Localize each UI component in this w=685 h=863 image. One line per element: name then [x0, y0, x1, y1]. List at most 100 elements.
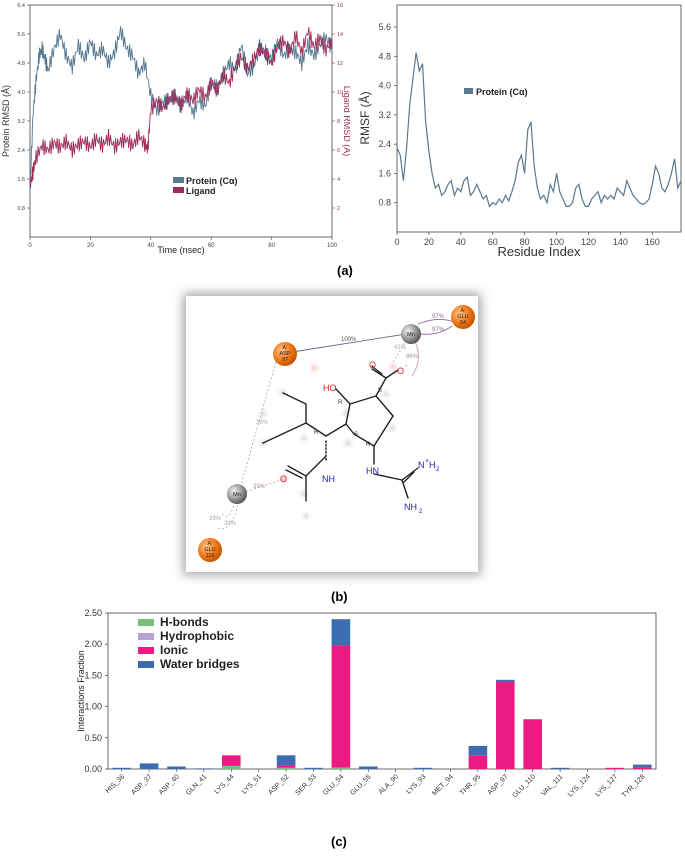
atom-h2: H — [429, 460, 436, 470]
bar-segment — [167, 766, 186, 769]
rmsd-chart: 0.8 1.6 2.4 3.2 4.0 4.8 5.6 6.4 2 4 6 8 10 12 14 16 0 2… — [1, 3, 350, 255]
bar-x-tick-label: GLU_110 — [511, 773, 537, 799]
rmsd-legend-swatch-ligand — [173, 187, 184, 193]
bar-segment — [633, 764, 652, 768]
rmsd-right-axis: 2 4 6 8 10 12 14 16 — [332, 3, 343, 212]
bar-segment — [304, 767, 323, 769]
atom-nh: NH — [322, 474, 335, 484]
metal-label: Mn — [407, 332, 415, 338]
residue-label: 110 — [206, 553, 215, 559]
bar-segment — [276, 767, 296, 769]
bar-x-tick-label: ASP_37 — [130, 773, 153, 796]
bar-segment — [605, 767, 625, 769]
rmsd-left-axis: 0.8 1.6 2.4 3.2 4.0 4.8 5.6 6.4 — [17, 3, 30, 212]
bar-legend: H-bonds Hydrophobic Ionic Water bridges — [138, 615, 240, 671]
bar-segment — [413, 767, 433, 769]
rmsd-legend: Protein (Cα) Ligand — [173, 176, 238, 196]
rmsf-x-tick-label: 140 — [613, 237, 628, 247]
rmsf-x-tick-label: 120 — [581, 237, 596, 247]
residue-glu54: A: GLU 54 — [451, 305, 475, 329]
legend-swatch-ionic — [138, 647, 154, 654]
panel-label-c: (c) — [331, 834, 347, 849]
rmsf-y-tick-label: 2.4 — [378, 139, 391, 149]
rmsf-chart: 0.8 1.6 2.4 3.2 4.0 4.8 5.6 0 20 40 60 80 100 120 140… — [357, 4, 682, 259]
panel-label-b: (b) — [331, 589, 348, 604]
rmsd-series — [29, 26, 333, 194]
bar-y-tick-label: 2.50 — [84, 608, 102, 618]
legend-water-bridges: Water bridges — [160, 657, 240, 671]
rmsd-y-tick-label: 0.8 — [17, 206, 25, 212]
bar-segment — [468, 755, 488, 769]
rmsf-legend: Protein (Cα) — [464, 87, 528, 97]
bar-segment — [331, 619, 351, 646]
bar-segment — [496, 681, 515, 769]
bar-segment — [222, 765, 241, 769]
solvent-exposure-halos — [255, 359, 401, 523]
bar-y-tick-label: 1.50 — [84, 670, 102, 680]
percent-label: 39% — [256, 420, 269, 426]
rmsd-x-tick-label: 100 — [327, 243, 338, 249]
residue-glu110: A: GLU 110 — [198, 538, 222, 562]
percent-label: 86% — [406, 354, 419, 360]
rmsf-x-tick-label: 40 — [456, 237, 466, 247]
rmsf-x-tick-label: 160 — [645, 237, 660, 247]
rmsd-y-tick-label: 5.6 — [17, 32, 25, 38]
rmsf-x-axis: 0 20 40 60 80 100 120 140 160 — [394, 232, 660, 247]
rmsd-y-tick-label: 1.6 — [17, 177, 25, 183]
rmsf-y-tick-label: 3.2 — [378, 110, 391, 120]
bar-x-tick-label: HIS_36 — [105, 773, 127, 795]
rmsd-y2-tick-label: 16 — [337, 3, 343, 9]
rmsf-x-tick-label: 60 — [488, 237, 498, 247]
interaction-percentages: 100% 97% 97% 41% 86% 39% 39% 39% 39% — [209, 314, 445, 527]
bar-x-tick-label: ASP_52 — [267, 773, 290, 796]
rmsf-x-tick-label: 80 — [520, 237, 530, 247]
ligand-interaction-diagram: R R S R S HO O O - NH HN O N + H 2 NH 2 … — [186, 296, 478, 572]
rmsd-x-axis: 0 20 40 60 80 100 — [28, 237, 338, 249]
rmsf-series — [396, 52, 682, 208]
rmsf-x-axis-label: Residue Index — [497, 244, 581, 259]
rmsd-y2-tick-label: 2 — [337, 206, 340, 212]
atom-h2-subscript: 2 — [436, 467, 440, 473]
rmsd-y-tick-label: 2.4 — [17, 148, 25, 154]
metal-ion-lower: Mn — [227, 484, 247, 504]
rmsd-y-tick-label: 4.8 — [17, 61, 25, 67]
rmsd-y2-tick-label: 8 — [337, 119, 340, 125]
residue-label: GLU — [457, 314, 468, 320]
rmsd-y2-tick-label: 6 — [337, 148, 340, 154]
bar-x-tick-label: GLU_54 — [322, 773, 345, 796]
residue-label: 97 — [282, 357, 288, 363]
rmsf-y-tick-label: 5.6 — [378, 22, 391, 32]
bar-y-tick-label: 0.50 — [84, 733, 102, 743]
bar-segment — [331, 645, 351, 768]
stereo-label: S — [354, 432, 358, 438]
diagram-canvas: R R S R S HO O O - NH HN O N + H 2 NH 2 … — [198, 305, 475, 562]
bar-x-tick-label: LYS_93 — [405, 773, 427, 795]
bar-segment — [112, 767, 131, 769]
bar-x-tick-label: LYS_124 — [567, 773, 592, 798]
bar-x-tick-label: LYS_44 — [214, 773, 236, 795]
bar-plot-area — [107, 612, 657, 770]
rmsf-y-tick-label: 0.8 — [378, 198, 391, 208]
bar-y-tick-label: 1.00 — [84, 702, 102, 712]
percent-label: 97% — [432, 314, 445, 320]
rmsd-x-tick-label: 80 — [268, 243, 275, 249]
bar-x-tick-label: LYS_51 — [241, 773, 263, 795]
bar-x-tick-label: MET_94 — [431, 773, 455, 797]
ligand-skeleton — [262, 365, 419, 502]
bar-segment — [359, 766, 378, 769]
rmsf-legend-protein: Protein (Cα) — [476, 87, 528, 97]
atom-labels: HO O O - NH HN O N + H 2 NH 2 — [280, 360, 440, 515]
rmsf-line-protein — [396, 52, 682, 208]
percent-label: 39% — [224, 521, 237, 527]
rmsf-plot-area — [396, 4, 682, 233]
rmsd-legend-ligand: Ligand — [186, 186, 216, 196]
legend-hbonds: H-bonds — [160, 615, 209, 629]
bar-x-axis: HIS_36 ASP_37 ASP_40 GLN_41 LYS_44 LYS_51 ASP_… — [105, 769, 647, 799]
bar-segment — [523, 719, 542, 769]
rmsd-legend-swatch-protein — [173, 177, 184, 183]
rmsf-y-axis-label: RMSF (Å) — [357, 91, 372, 144]
bar-y-axis: 0.00 0.50 1.00 1.50 2.00 2.50 — [84, 608, 108, 774]
panel-label-a: (a) — [337, 263, 353, 278]
atom-o-carboxylate: O — [397, 366, 404, 376]
percent-label: 39% — [253, 484, 266, 490]
